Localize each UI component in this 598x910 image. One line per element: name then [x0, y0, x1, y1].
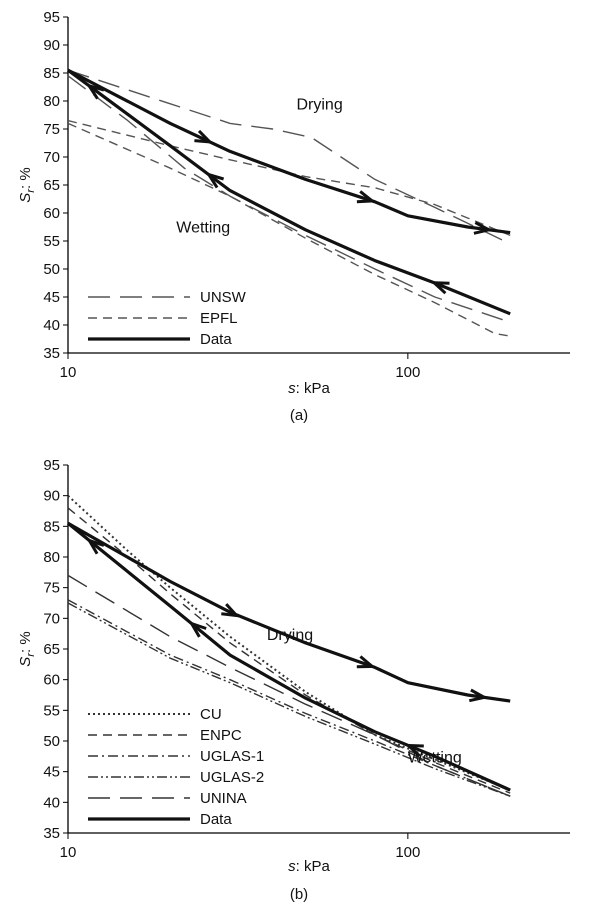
y-tick-label: 70: [43, 149, 60, 166]
panel-label: (b): [290, 886, 308, 903]
x-axis-unit: : kPa: [296, 380, 331, 397]
series-line-data-secondary: [66, 522, 511, 792]
y-tick-label: 55: [43, 233, 60, 250]
y-axis-unit: : %: [17, 167, 34, 189]
x-axis-title: s: kPa: [288, 380, 330, 397]
chart-panel-b: 35 40 45 50 55 60 65 70 75 80 85 90 95 10 100 s: kPa Sr:…: [17, 457, 570, 903]
y-tick-label: 60: [43, 205, 60, 222]
y-axis-var: S: [17, 657, 34, 667]
legend-label-enpc: ENPC: [200, 727, 242, 744]
direction-arrow: [221, 603, 241, 618]
y-tick-label: 40: [43, 794, 60, 811]
series-line-enpc-primary: [67, 507, 511, 794]
series-line-data-secondary: [67, 68, 511, 316]
chart-panel-a: 35 40 45 50 55 60 65 70 75 80 85 90 95 10 100 s: kPa Sr:…: [17, 9, 570, 424]
series-data: [67, 68, 511, 316]
series-line-unina-primary: [67, 574, 511, 797]
series-line-uglas-2-primary: [67, 602, 511, 797]
y-tick-label: 85: [43, 65, 60, 82]
direction-arrow: [85, 537, 105, 555]
legend-label-data: Data: [200, 331, 232, 348]
direction-arrow: [188, 620, 207, 638]
legend: UNSW EPFL Data: [88, 289, 247, 348]
y-tick-label: 80: [43, 549, 60, 566]
series-epfl: [67, 119, 511, 337]
legend-label-data: Data: [200, 811, 232, 828]
series-line-unsw-secondary: [67, 75, 511, 323]
series-unsw: [67, 69, 511, 323]
y-axis-title: Sr: %: [17, 631, 37, 666]
series-unina: [67, 574, 511, 797]
direction-arrow: [468, 688, 489, 703]
y-axis-title: Sr: %: [17, 167, 37, 202]
direction-arrow: [205, 172, 225, 189]
annotation-wetting: Wetting: [176, 220, 230, 237]
y-tick-label: 95: [43, 9, 60, 26]
y-tick-label: 45: [43, 289, 60, 306]
y-axis-sub: r: [25, 652, 37, 657]
y-tick-label: 60: [43, 672, 60, 689]
y-tick-label: 90: [43, 488, 60, 505]
direction-arrow: [85, 83, 105, 100]
x-tick-label: 100: [395, 364, 420, 381]
series-uglas-2: [67, 602, 511, 797]
legend-label-uglas-2: UGLAS-2: [200, 769, 264, 786]
legend-label-unina: UNINA: [200, 790, 247, 807]
direction-arrow: [356, 190, 377, 204]
y-tick-label: 95: [43, 457, 60, 474]
y-tick-label: 85: [43, 518, 60, 535]
y-tick-label: 80: [43, 93, 60, 110]
direction-arrow: [404, 743, 424, 758]
y-tick-label: 90: [43, 37, 60, 54]
y-tick-label: 55: [43, 702, 60, 719]
annotation-drying: Drying: [296, 96, 342, 113]
legend: CU ENPC UGLAS-1 UGLAS-2 UNINA Data: [88, 706, 264, 828]
y-axis-unit: : %: [17, 631, 34, 653]
legend-label-epfl: EPFL: [200, 310, 238, 327]
y-tick-label: 40: [43, 317, 60, 334]
direction-arrow: [356, 655, 377, 669]
y-tick-label: 45: [43, 764, 60, 781]
series-line-epfl-primary: [67, 119, 511, 237]
x-axis-title: s: kPa: [288, 858, 330, 875]
direction-arrow: [194, 129, 214, 144]
series-data: [66, 521, 511, 792]
series-line-uglas-1-primary: [67, 599, 511, 797]
series-line-data-primary: [67, 521, 511, 703]
y-tick-label: 65: [43, 641, 60, 658]
y-tick-label: 75: [43, 580, 60, 597]
y-tick-label: 65: [43, 177, 60, 194]
legend-label-cu: CU: [200, 706, 222, 723]
y-tick-label: 70: [43, 610, 60, 627]
series-cu: [67, 494, 511, 792]
y-tick-label: 75: [43, 121, 60, 138]
y-tick-label: 50: [43, 261, 60, 278]
annotation-wetting: Wetting: [408, 749, 462, 766]
y-tick-label: 50: [43, 733, 60, 750]
panel-label: (a): [290, 407, 308, 424]
y-tick-label: 35: [43, 825, 60, 842]
direction-arrow: [473, 221, 494, 235]
x-tick-label: 100: [395, 844, 420, 861]
x-tick-label: 10: [60, 844, 77, 861]
x-axis-var: s: [288, 380, 296, 397]
series-enpc: [67, 507, 511, 794]
legend-label-unsw: UNSW: [200, 289, 247, 306]
annotation-drying: Drying: [267, 627, 313, 644]
y-axis-var: S: [17, 193, 34, 203]
x-tick-label: 10: [60, 364, 77, 381]
direction-arrow: [430, 281, 450, 295]
legend-label-uglas-1: UGLAS-1: [200, 748, 264, 765]
series-line-data-primary: [67, 68, 511, 235]
y-tick-label: 35: [43, 345, 60, 362]
series-uglas-1: [67, 599, 511, 797]
series-line-epfl-secondary: [67, 122, 511, 337]
series-line-cu-primary: [67, 494, 511, 792]
x-axis-unit: : kPa: [296, 858, 331, 875]
y-axis-sub: r: [25, 188, 37, 193]
x-axis-var: s: [288, 858, 296, 875]
series-line-unsw-primary: [67, 69, 511, 245]
